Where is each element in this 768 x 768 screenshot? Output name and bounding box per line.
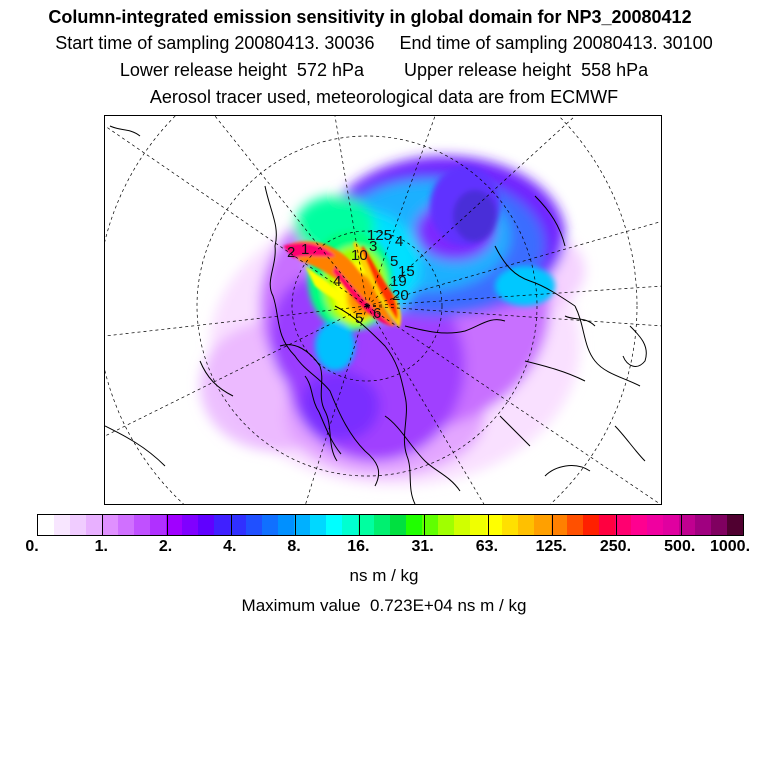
colorbar-division <box>166 515 168 535</box>
colorbar-cell <box>246 515 263 535</box>
site-label: 15 <box>398 263 415 280</box>
colorbar-tick-label: 4. <box>223 538 237 555</box>
colorbar-cell <box>262 515 279 535</box>
colorbar-cell <box>518 515 535 535</box>
colorbar-cell <box>70 515 87 535</box>
colorbar-cell <box>326 515 343 535</box>
colorbar-division <box>230 515 232 535</box>
site-label: 4 <box>395 233 403 250</box>
colorbar-cell <box>118 515 135 535</box>
colorbar-division <box>680 515 682 535</box>
site-label: 6 <box>373 305 381 322</box>
colorbar-cell <box>534 515 551 535</box>
colorbar-cell <box>38 515 55 535</box>
site-label: 1 <box>301 241 309 258</box>
colorbar-cell <box>150 515 167 535</box>
colorbar-tick-label: 1. <box>94 538 108 555</box>
colorbar-cell <box>294 515 311 535</box>
colorbar-tick-label: 125. <box>535 538 567 555</box>
colorbar-tick-label: 8. <box>287 538 301 555</box>
site-label: 19 <box>390 273 407 290</box>
site-label: 5 <box>390 253 398 270</box>
colorbar-cell <box>278 515 295 535</box>
colorbar-cell <box>726 515 743 535</box>
colorbar-tick-labels: 0. 1. 2. 4. 8. 16. 31. 63. 125. 250. 500. 1000. <box>0 538 768 558</box>
colorbar-cell <box>694 515 711 535</box>
colorbar-cell <box>662 515 679 535</box>
site-label: 20 <box>392 287 409 304</box>
site-label: 2 <box>287 244 295 261</box>
colorbar-cell <box>54 515 71 535</box>
sampling-time-line: Start time of sampling 20080413. 30036 E… <box>55 33 713 53</box>
colorbar-cell <box>630 515 647 535</box>
tracer-info-line: Aerosol tracer used, meteorological data… <box>149 87 619 107</box>
colorbar-cell <box>598 515 615 535</box>
colorbar-tick-label: 500. <box>664 538 696 555</box>
colorbar-division <box>552 515 554 535</box>
colorbar-tick-label: 31. <box>411 538 434 555</box>
colorbar-tick-label: 2. <box>158 538 173 555</box>
plot-title: Column-integrated emission sensitivity i… <box>48 7 692 27</box>
colorbar-division <box>487 515 489 535</box>
colorbar-division <box>423 515 425 535</box>
colorbar-cell <box>646 515 663 535</box>
colorbar-unit-label: ns m / kg <box>349 566 419 585</box>
colorbar-cell <box>390 515 407 535</box>
colorbar-cell <box>422 515 439 535</box>
colorbar-cell <box>486 515 503 535</box>
site-label: 10 <box>351 247 368 264</box>
colorbar <box>37 514 744 536</box>
colorbar-cell <box>358 515 375 535</box>
colorbar-cell <box>102 515 119 535</box>
colorbar-cell <box>406 515 423 535</box>
colorbar-tick-label: 63. <box>475 538 499 555</box>
site-label: 4 <box>333 273 341 290</box>
sensitivity-map: 2 1 4 3 5 6 10 125 4 5 19 20 15 <box>105 116 661 504</box>
colorbar-cell <box>582 515 599 535</box>
colorbar-tick-label: 16. <box>347 538 370 555</box>
colorbar-cell <box>86 515 103 535</box>
site-labels: 2 1 4 3 5 6 10 125 4 5 19 20 15 <box>287 227 415 327</box>
colorbar-cell <box>182 515 199 535</box>
colorbar-cell <box>502 515 519 535</box>
colorbar-tick-label: 1000. <box>709 538 751 555</box>
colorbar-cell <box>342 515 359 535</box>
colorbar-division <box>616 515 618 535</box>
colorbar-tick-label: 0. <box>25 538 39 555</box>
colorbar-tick-label: 250. <box>599 538 632 555</box>
colorbar-cell <box>678 515 695 535</box>
site-label: 3 <box>369 238 377 255</box>
colorbar-division <box>102 515 104 535</box>
colorbar-cell <box>230 515 247 535</box>
colorbar-cell <box>470 515 487 535</box>
colorbar-cell <box>454 515 471 535</box>
colorbar-cell <box>214 515 231 535</box>
colorbar-cell <box>614 515 631 535</box>
coastlines <box>105 125 647 504</box>
colorbar-cell <box>710 515 727 535</box>
maximum-value-label: Maximum value 0.723E+04 ns m / kg <box>241 596 527 615</box>
site-label: 125 <box>367 227 392 244</box>
map-panel: 2 1 4 3 5 6 10 125 4 5 19 20 15 <box>104 115 662 505</box>
colorbar-division <box>359 515 361 535</box>
colorbar-cell <box>438 515 455 535</box>
site-label: 5 <box>355 310 363 327</box>
release-height-line: Lower release height 572 hPa Upper relea… <box>119 60 649 80</box>
colorbar-cell <box>310 515 327 535</box>
colorbar-cell <box>134 515 151 535</box>
colorbar-cell <box>374 515 391 535</box>
colorbar-cell <box>198 515 215 535</box>
colorbar-cell <box>566 515 583 535</box>
colorbar-cell <box>550 515 567 535</box>
colorbar-cell <box>166 515 183 535</box>
colorbar-division <box>295 515 297 535</box>
